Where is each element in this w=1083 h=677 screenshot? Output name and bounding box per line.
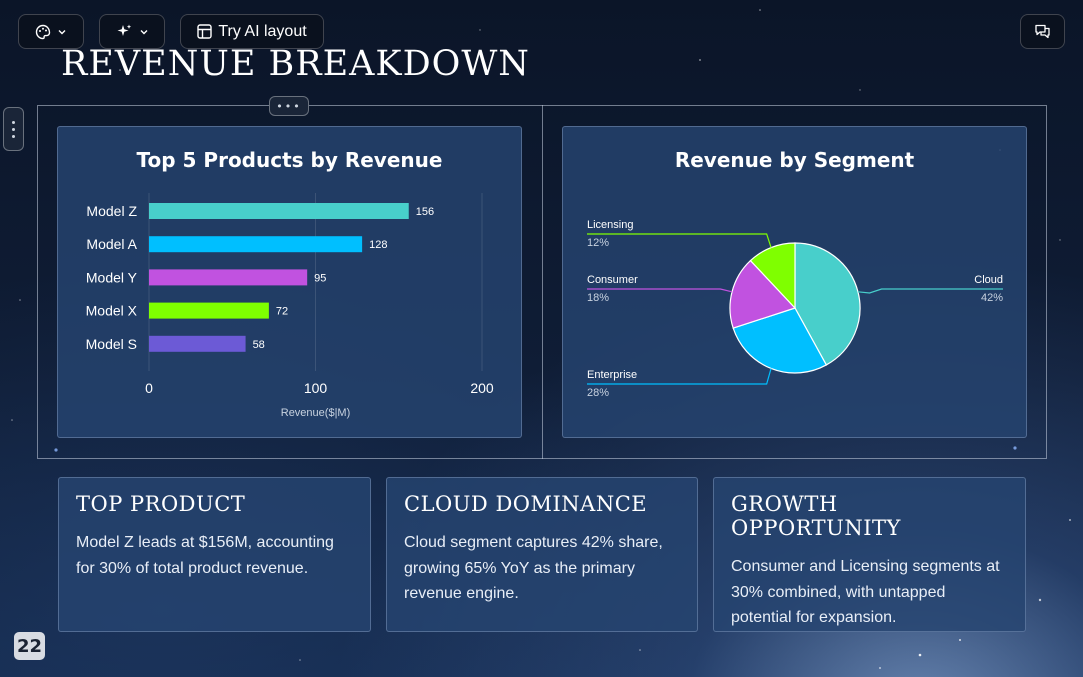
try-ai-layout-button[interactable]: Try AI layout: [180, 14, 324, 49]
layout-icon: [197, 24, 213, 39]
comments-button[interactable]: [1020, 14, 1065, 49]
category-label: Model A: [86, 236, 137, 252]
chevron-down-icon: [57, 27, 67, 37]
pie-chart-card: Revenue by Segment Cloud 42% Enterprise 28%…: [562, 126, 1027, 438]
x-tick-label: 0: [145, 380, 153, 396]
drag-handle[interactable]: •••: [269, 96, 309, 116]
ai-menu-button[interactable]: [99, 14, 165, 49]
bar-value-label: 128: [369, 239, 387, 251]
chart-divider: [542, 105, 543, 459]
bar: [149, 302, 269, 319]
category-label: Model Y: [86, 269, 138, 285]
pie-slice-label: Licensing: [587, 219, 633, 231]
pie-slice-percent: 12%: [587, 237, 609, 249]
insight-card-cloud-dominance: CLOUD DOMINANCE Cloud segment captures 4…: [386, 477, 698, 632]
pie-slice-label: Consumer: [587, 274, 638, 286]
bar-value-label: 58: [253, 339, 265, 351]
bar: [149, 203, 409, 219]
insight-body: Model Z leads at $156M, accounting for 3…: [76, 534, 334, 577]
grip-dot: [12, 120, 15, 124]
insight-card-top-product: TOP PRODUCT Model Z leads at $156M, acco…: [58, 477, 371, 632]
insight-title: TOP PRODUCT: [76, 492, 246, 516]
bar-value-label: 95: [314, 272, 326, 284]
bar: [149, 269, 308, 286]
pie-slice-percent: 28%: [587, 387, 609, 399]
x-axis-label: Revenue($|M): [281, 407, 351, 419]
palette-icon: [35, 24, 51, 40]
bar-chart-title: Top 5 Products by Revenue: [136, 148, 443, 172]
insight-body: Cloud segment captures 42% share, growin…: [404, 534, 663, 602]
bar-value-label: 72: [276, 306, 288, 318]
page-number-badge: 22: [14, 632, 45, 660]
chevron-down-icon: [139, 27, 149, 37]
theme-menu-button[interactable]: [18, 14, 84, 49]
pie-slice: [729, 259, 797, 329]
grip-dot: [12, 127, 15, 131]
pie-leader-line: [587, 368, 772, 385]
bar-value-label: 156: [416, 206, 434, 218]
category-label: Model Z: [86, 203, 137, 219]
try-ai-layout-label: Try AI layout: [218, 22, 307, 40]
side-drag-handle[interactable]: [3, 107, 24, 151]
more-horizontal-icon: •••: [276, 99, 302, 113]
pie-leader-line: [587, 233, 772, 248]
pie-leader-line: [587, 288, 733, 293]
pie-slice-percent: 18%: [587, 292, 609, 304]
bar: [149, 335, 246, 352]
insight-card-growth-opportunity: GROWTH OPPORTUNITY Consumer and Licensin…: [713, 477, 1026, 632]
sparkles-icon: [116, 23, 133, 40]
pie-slice-percent: 42%: [981, 292, 1003, 304]
insight-title: GROWTH OPPORTUNITY: [731, 492, 901, 540]
pie-chart: Cloud 42% Enterprise 28% Consumer 18% Licensin…: [587, 219, 1003, 399]
category-label: Model S: [86, 336, 137, 352]
pie-chart-title: Revenue by Segment: [674, 148, 915, 172]
bar-chart-card: Top 5 Products by Revenue 0 100 200 Model Z…: [57, 126, 522, 438]
page-title: REVENUE BREAKDOWN: [61, 44, 530, 84]
category-label: Model X: [86, 303, 138, 319]
x-tick-label: 200: [470, 380, 494, 396]
pie-slice-label: Enterprise: [587, 369, 637, 381]
x-tick-label: 100: [304, 380, 328, 396]
grip-dot: [12, 134, 15, 138]
comments-icon: [1034, 23, 1051, 40]
insight-body: Consumer and Licensing segments at 30% c…: [731, 558, 1000, 626]
bar-chart: 0 100 200 Model Z 156 Model A 128 Model Y 95 Mode…: [86, 193, 494, 419]
pie-slice-label: Cloud: [974, 274, 1003, 286]
bar: [149, 236, 363, 253]
pie-leader-line: [857, 288, 1003, 294]
insight-title: CLOUD DOMINANCE: [404, 492, 648, 516]
